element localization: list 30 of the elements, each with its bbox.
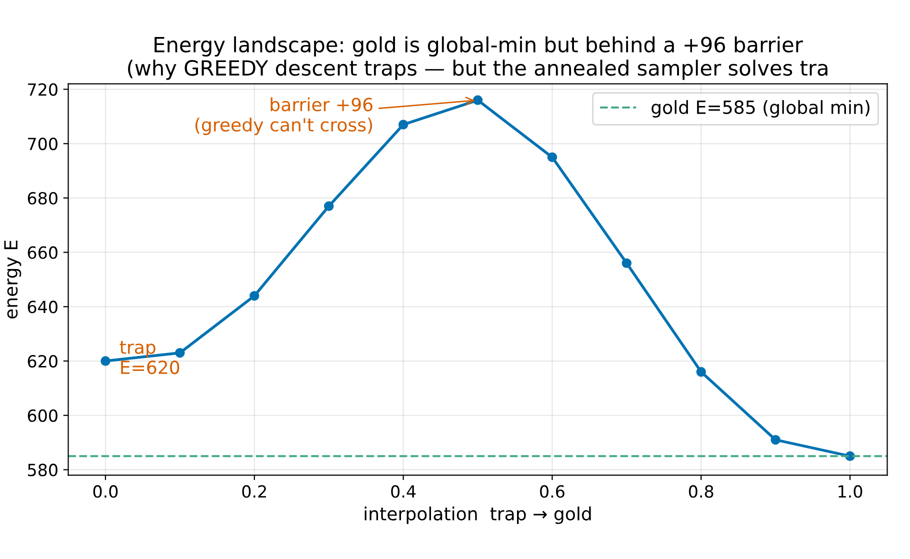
chart-title: Energy landscape: gold is global-min but behind a +96 barrier (why GREEDY descent traps — but the annealed sampler solves tra — [128, 36, 828, 80]
x-tick-label: 0.4 — [391, 485, 416, 498]
annotation: trap E=620 — [120, 341, 180, 374]
y-tick-label: 640 — [28, 300, 58, 314]
y-tick-label: 680 — [28, 192, 58, 205]
point — [324, 201, 334, 211]
y-tick-label: 700 — [28, 138, 58, 150]
legend-label: gold E=585 (global min) — [652, 100, 870, 118]
annotation: barrier +96 (greedy can't cross) — [195, 97, 372, 136]
point — [175, 348, 185, 358]
y-tick-label: 600 — [28, 409, 58, 422]
y-tick-label: 580 — [28, 464, 58, 476]
y-tick-label: 660 — [28, 246, 58, 259]
point — [472, 95, 483, 106]
y-tick-label: 720 — [28, 83, 58, 96]
x-tick-label: 0.2 — [242, 485, 266, 498]
point — [100, 356, 110, 366]
point — [622, 258, 632, 268]
x-axis-title: interpolation trap → gold — [364, 506, 591, 524]
x-tick-label: 0.6 — [540, 485, 564, 498]
x-tick-label: 0.8 — [688, 485, 714, 498]
point — [696, 367, 706, 377]
point — [770, 434, 780, 445]
x-tick-label: 1.0 — [838, 485, 862, 498]
point — [250, 290, 260, 301]
y-axis-title: energy E — [4, 240, 22, 319]
y-tick-label: 620 — [28, 354, 58, 368]
x-tick-label: 0.0 — [93, 485, 118, 498]
point — [398, 120, 408, 130]
point — [547, 152, 558, 162]
